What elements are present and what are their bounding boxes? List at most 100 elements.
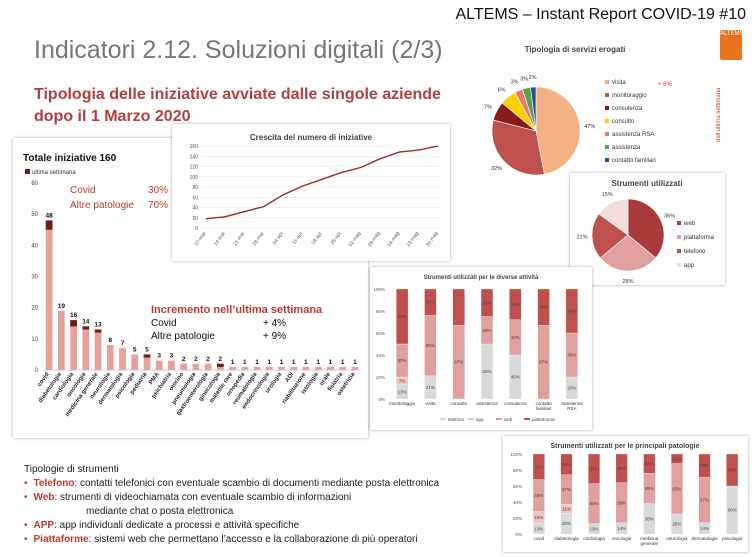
x-tick-label: 25-apr: [330, 230, 343, 246]
legend-swatch: [677, 235, 681, 239]
x-tick-label: 11-apr: [291, 230, 304, 245]
category-label: dermatologia: [692, 536, 719, 541]
patologie-title: Strumenti utilizzati per le principali p…: [551, 443, 700, 450]
legend-label: assistenza: [612, 145, 641, 151]
bar: [278, 366, 285, 370]
x-tick-label: 04-apr: [272, 230, 285, 246]
segment-label: 7%: [399, 378, 406, 383]
legend-swatch: [605, 145, 609, 149]
tool-description: : contatti telefonici con eventuale scam…: [74, 478, 440, 489]
segment-label: 63%: [672, 486, 681, 491]
bullet-icon: •: [24, 478, 28, 489]
bar-value-label: 1: [231, 359, 235, 366]
bar-value-label: 1: [243, 359, 247, 366]
segment-label: 21%: [426, 385, 435, 390]
bar-value-label: 1: [329, 359, 333, 366]
bar-value-label: 8: [108, 337, 112, 344]
legend-swatch: [524, 418, 530, 420]
segment-label: 14%: [700, 526, 709, 531]
pie-slice: [598, 198, 629, 236]
y-tick-label: 30: [31, 275, 38, 281]
slice-label: 3%: [511, 79, 519, 85]
y-tick-label: 80%: [376, 309, 385, 314]
bar: [119, 348, 126, 370]
altre-value: 70%: [148, 200, 168, 211]
category-label: covid: [534, 536, 545, 541]
segment-label: 29%: [700, 463, 709, 468]
legend-swatch: [605, 93, 609, 97]
bar-value-label: 2: [219, 356, 223, 363]
bullet-icon: •: [24, 492, 28, 503]
altre-label: Altre patologie: [70, 200, 134, 211]
legend-label: web: [504, 417, 513, 422]
bar-value-label: 3: [157, 353, 161, 360]
slice-label: 7%: [484, 104, 492, 110]
y-tick-label: 160: [190, 144, 199, 150]
stacked-segment: [670, 453, 683, 464]
bar-value-label: 5: [133, 346, 137, 353]
pie-slice: [599, 234, 657, 272]
stacked-segment: [480, 288, 494, 317]
bar: [339, 366, 347, 370]
y-tick-label: 140: [190, 154, 199, 160]
segment-label: 13%: [534, 526, 543, 531]
bar: [57, 310, 65, 370]
bar: [265, 366, 273, 370]
servizi-annotation-side: dall’ultima settimana: [716, 87, 722, 142]
tool-legend-row: • Piattaforme: sistemi web che permettano…: [24, 533, 439, 547]
segment-label: 24%: [426, 300, 435, 305]
legend-label: piattaforma: [532, 417, 555, 422]
legend-swatch: [605, 106, 609, 110]
strumenti-panel: Strumenti utilizzati 36% 28% 21% 15% web piat…: [570, 173, 725, 285]
bar: [143, 354, 151, 370]
bar-value-label: 1: [341, 359, 345, 366]
bar: [327, 366, 334, 370]
tool-name: Telefono: [33, 478, 75, 489]
stacked-segment: [452, 288, 465, 326]
stacked-segment: [643, 453, 656, 474]
y-tick-label: 20: [31, 306, 38, 312]
inc-covid-label: Covid: [151, 318, 177, 329]
category-label: monitoraggio: [389, 401, 416, 406]
segment-label: 13%: [590, 526, 599, 531]
tool-description: : strumenti di videochiamata con eventua…: [54, 492, 352, 503]
crescita-panel: Crescita del numero di iniziative 0 20 40 6…: [172, 124, 450, 261]
totale-title: Totale iniziative 160: [23, 153, 117, 164]
y-tick-label: 0%: [378, 397, 385, 402]
category-label: psicologia: [722, 536, 743, 541]
slice-label: 3%: [520, 76, 528, 82]
bar-last-week: [45, 220, 53, 230]
segment-label: 57%: [700, 498, 709, 503]
tool-description: mediante chat o posta elettronica: [86, 506, 234, 517]
bar: [229, 366, 236, 370]
tool-description: : sistemi web che permettano l’accesso e…: [88, 534, 418, 545]
bar-value-label: 2: [182, 356, 186, 363]
tool-legend-row: • Web: strumenti di videochiamata con eve…: [24, 491, 439, 505]
legend-label: app: [684, 263, 695, 269]
attivita-title: Strumenti utilizzati per le diverse atti…: [424, 275, 539, 281]
segment-label: 40%: [511, 375, 520, 380]
category-label: consulto: [450, 401, 467, 406]
segment-label: 13%: [398, 389, 407, 394]
y-tick-label: 10: [31, 337, 38, 343]
bar-last-week: [82, 326, 90, 330]
bar: [94, 329, 102, 370]
inc-covid-value: + 4%: [263, 318, 286, 329]
bar: [168, 360, 175, 370]
segment-label: 50%: [398, 314, 407, 319]
bar-value-label: 14: [82, 318, 90, 325]
bar: [106, 345, 114, 370]
legend-label: contatto familiari: [612, 158, 656, 164]
bar-value-label: 3: [170, 353, 174, 360]
bullet-icon: •: [24, 520, 28, 531]
bar-value-label: 1: [292, 359, 296, 366]
stacked-segment: [560, 453, 573, 475]
totale-iniziative-chart: Totale iniziative 160 ultima settimana C…: [23, 153, 361, 418]
category-label: diabetologia: [554, 536, 579, 541]
x-tick-label: 07-mar: [194, 230, 208, 247]
pie-slice: [530, 86, 537, 132]
legend-label: piattaforma: [684, 235, 715, 241]
bar-value-label: 1: [267, 359, 271, 366]
y-tick-label: 20%: [376, 375, 385, 380]
category-label: oncologia: [612, 536, 632, 541]
